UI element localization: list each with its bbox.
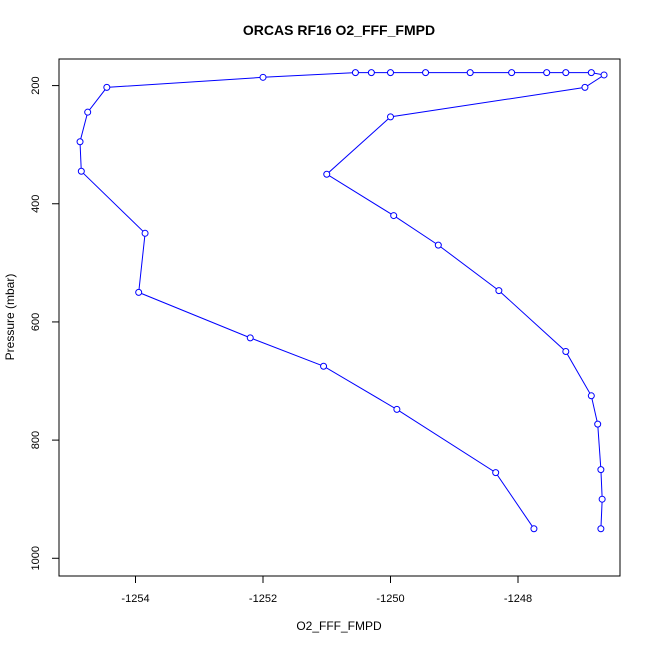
data-point bbox=[393, 405, 401, 413]
y-tick-label: 1000 bbox=[30, 546, 42, 570]
data-point bbox=[434, 241, 442, 249]
data-point bbox=[600, 71, 608, 79]
data-point bbox=[141, 229, 149, 237]
y-axis-label: Pressure (mbar) bbox=[3, 274, 17, 361]
data-point bbox=[543, 69, 551, 77]
series-layer bbox=[76, 69, 608, 533]
y-tick-label: 200 bbox=[30, 76, 42, 94]
y-tick-label: 400 bbox=[30, 195, 42, 213]
x-axis: -1254 -1252 -1250 -1248 bbox=[121, 576, 532, 605]
data-point bbox=[367, 69, 375, 77]
data-point bbox=[508, 69, 516, 77]
x-tick-label: -1254 bbox=[121, 593, 149, 605]
x-tick-label: -1252 bbox=[249, 593, 277, 605]
data-point bbox=[495, 287, 503, 295]
data-point bbox=[323, 170, 331, 178]
data-point bbox=[597, 525, 605, 533]
data-point bbox=[587, 392, 595, 400]
data-point bbox=[135, 288, 143, 296]
data-point bbox=[320, 362, 328, 370]
data-point bbox=[84, 108, 92, 116]
data-point bbox=[581, 83, 589, 91]
data-point bbox=[246, 334, 254, 342]
x-tick-label: -1248 bbox=[504, 593, 532, 605]
plot-frame bbox=[58, 58, 621, 577]
data-point bbox=[422, 69, 430, 77]
data-point bbox=[562, 69, 570, 77]
x-axis-label: O2_FFF_FMPD bbox=[296, 619, 382, 633]
y-tick-label: 600 bbox=[30, 313, 42, 331]
data-point bbox=[597, 466, 605, 474]
data-point bbox=[530, 525, 538, 533]
data-point bbox=[390, 212, 398, 220]
data-point bbox=[466, 69, 474, 77]
data-point bbox=[594, 420, 602, 428]
series-line bbox=[79, 72, 606, 529]
x-tick-label: -1250 bbox=[376, 593, 404, 605]
data-point bbox=[76, 138, 84, 146]
y-tick-label: 800 bbox=[30, 431, 42, 449]
data-point bbox=[259, 73, 267, 81]
data-point bbox=[103, 83, 111, 91]
y-axis: 200 400 600 800 1000 bbox=[30, 76, 59, 571]
data-point bbox=[598, 495, 606, 503]
data-point bbox=[562, 347, 570, 355]
data-point bbox=[77, 167, 85, 175]
data-point bbox=[351, 69, 359, 77]
data-point bbox=[492, 469, 500, 477]
data-point bbox=[387, 113, 394, 121]
data-point bbox=[587, 69, 595, 77]
chart-title: ORCAS RF16 O2_FFF_FMPD bbox=[243, 22, 435, 38]
data-point bbox=[387, 69, 394, 77]
